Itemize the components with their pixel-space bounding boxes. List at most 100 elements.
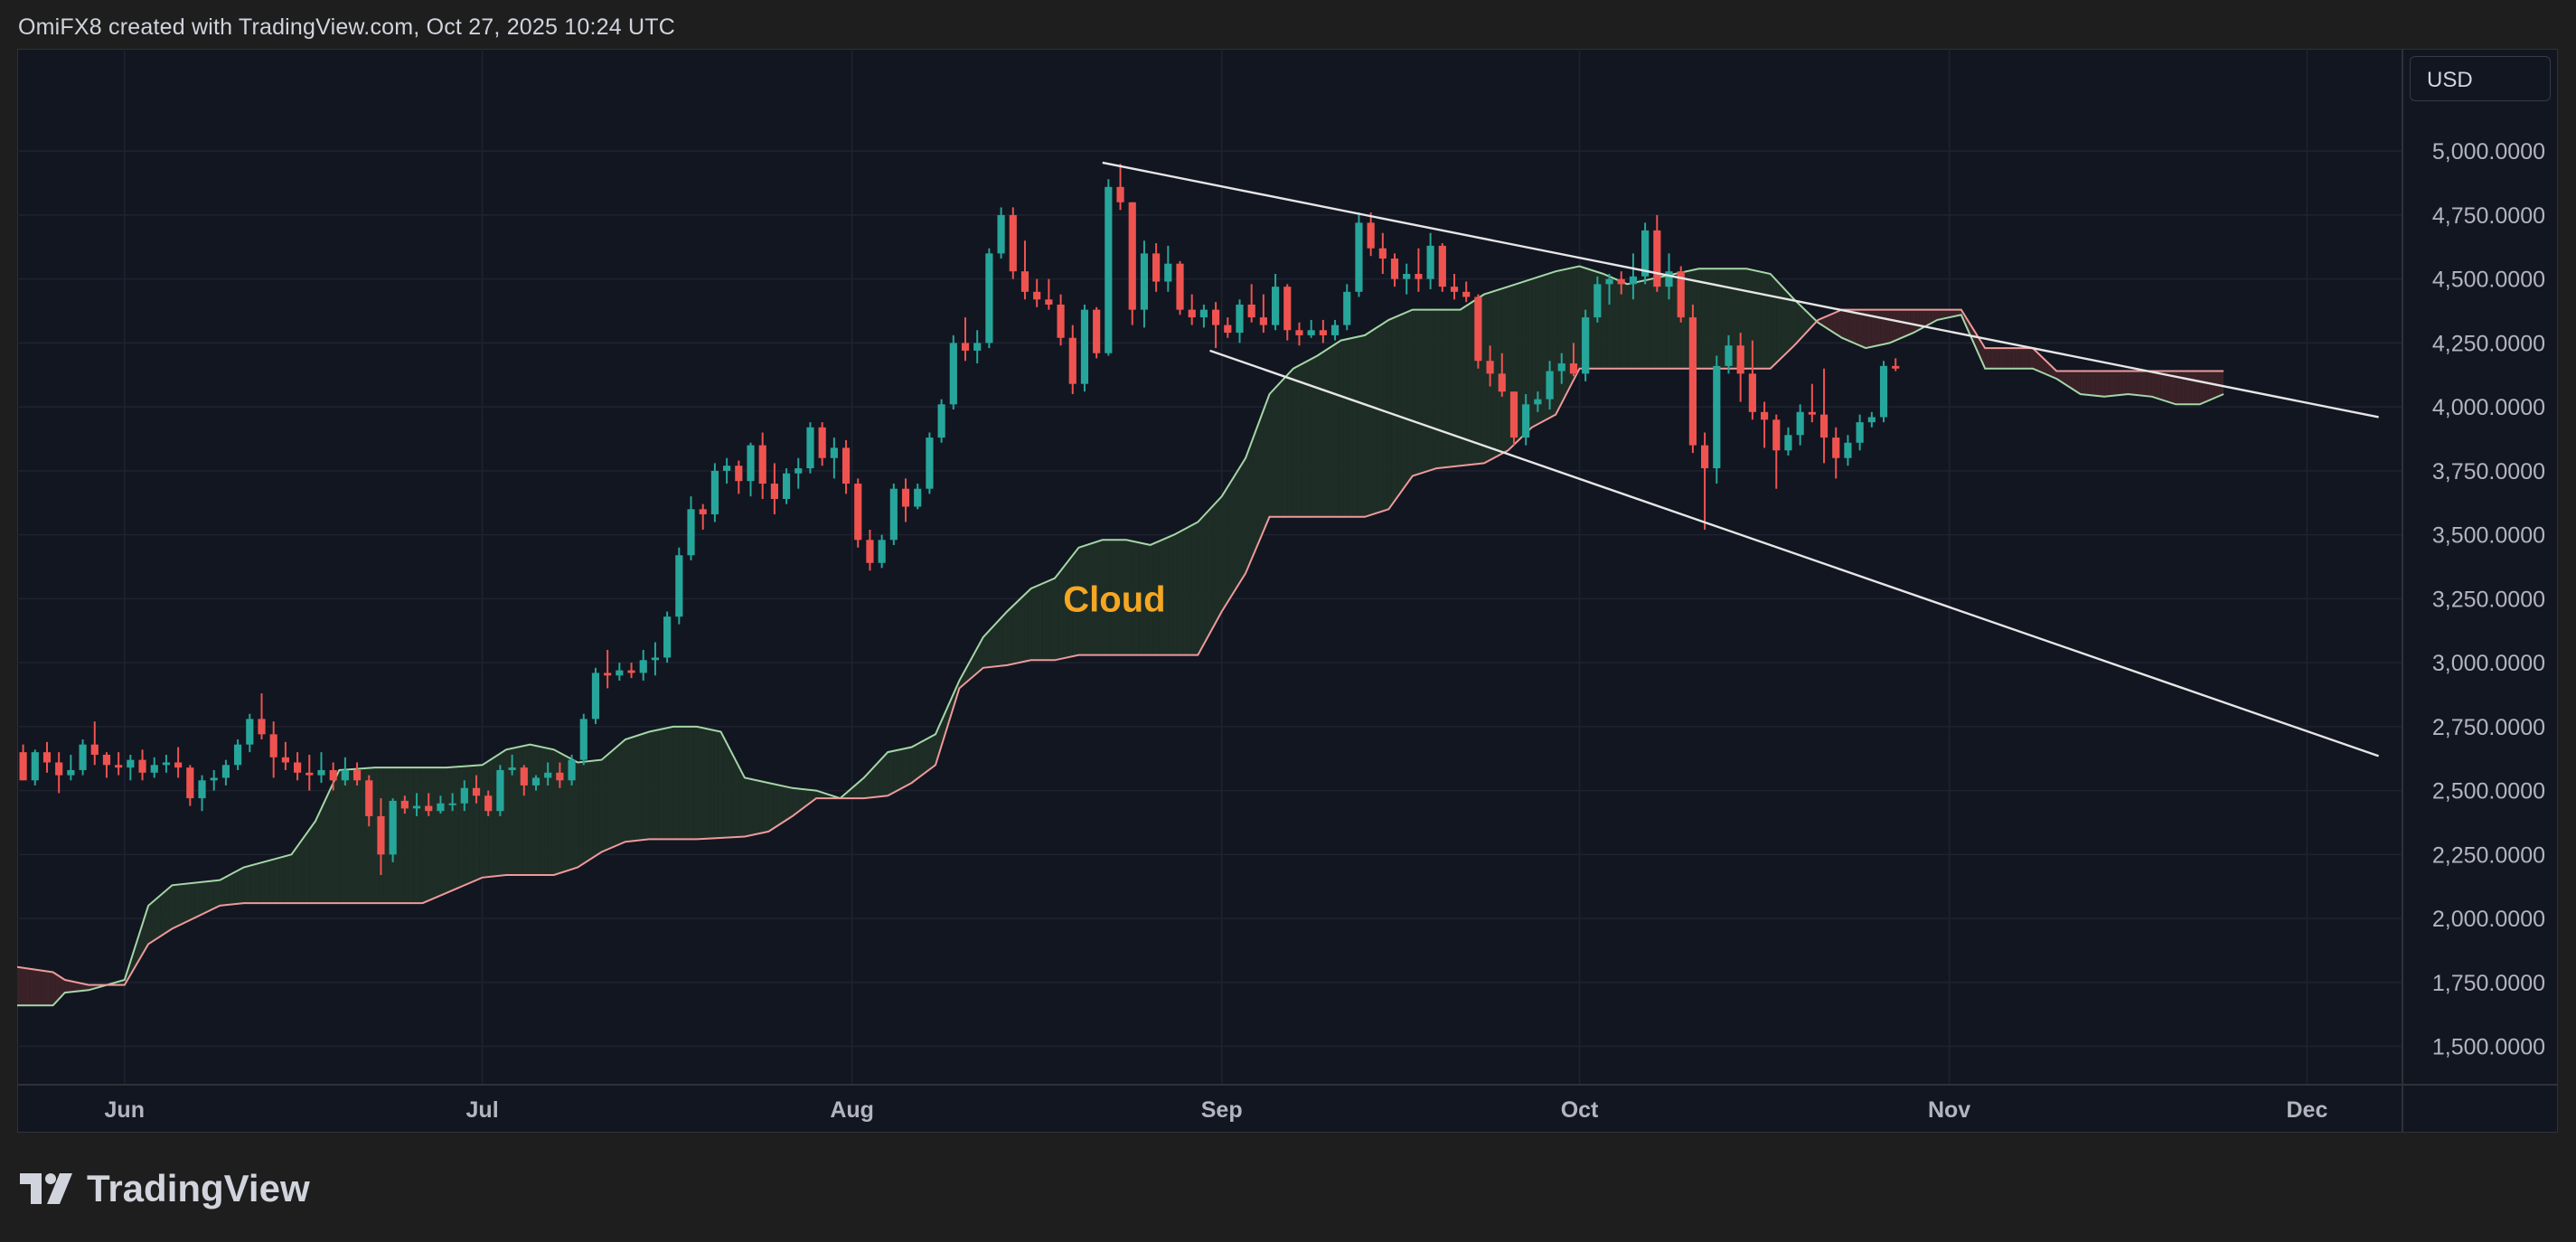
candle-body	[1605, 278, 1613, 285]
cloud-segment	[178, 884, 182, 927]
cloud-segment	[1263, 401, 1267, 532]
cloud-segment	[1776, 280, 1780, 363]
cloud-segment	[357, 768, 361, 904]
cloud-segment	[1236, 467, 1240, 588]
candle-body	[1784, 435, 1792, 451]
cloud-segment	[1111, 540, 1114, 655]
cloud-segment	[25, 968, 30, 1006]
cloud-segment	[163, 889, 166, 935]
candle-body	[985, 253, 993, 343]
price-tick-label: 2,750.0000	[2432, 715, 2545, 740]
cloud-segment	[1051, 578, 1055, 661]
cloud-segment	[1836, 311, 1839, 336]
cloud-segment	[85, 983, 89, 991]
candle-body	[675, 555, 683, 617]
cloud-segment	[422, 767, 426, 904]
cloud-segment	[1421, 309, 1425, 474]
candle-body	[1641, 230, 1650, 277]
tradingview-brand[interactable]: TradingView	[20, 1167, 310, 1210]
cloud-segment	[1457, 309, 1461, 466]
cloud-segment	[1397, 315, 1401, 497]
cloud-segment	[1483, 293, 1488, 464]
cloud-segment	[342, 769, 345, 904]
cloud-segment	[1698, 268, 1702, 369]
cloud-segment	[2164, 371, 2167, 402]
cloud-segment	[735, 760, 739, 838]
cloud-segment	[264, 861, 268, 904]
cloud-segment	[532, 745, 536, 875]
price-tick-label: 3,250.0000	[2432, 587, 2545, 612]
currency-button[interactable]: USD	[2410, 56, 2551, 101]
cloud-segment	[1186, 526, 1189, 655]
cloud-segment	[2199, 371, 2203, 405]
cloud-segment	[1159, 540, 1162, 655]
candle-body	[31, 752, 39, 781]
cloud-segment	[634, 735, 638, 842]
candle-body	[520, 767, 528, 786]
cloud-segment	[860, 777, 864, 799]
cloud-segment	[2160, 371, 2165, 401]
cloud-segment	[2071, 371, 2075, 390]
cloud-segment	[2208, 371, 2212, 401]
cloud-segment	[2172, 371, 2176, 405]
cloud-segment	[133, 942, 136, 970]
cloud-segment	[1224, 486, 1228, 607]
cloud-segment	[613, 747, 617, 847]
candle-body	[639, 660, 647, 673]
cloud-segment	[654, 729, 659, 840]
candle-body	[1093, 309, 1101, 353]
candle-body	[341, 769, 349, 781]
cloud-segment	[1875, 309, 1878, 346]
cloud-segment	[362, 767, 366, 904]
cloud-segment	[339, 769, 343, 904]
price-tick-label: 3,000.0000	[2432, 651, 2545, 676]
cloud-segment	[762, 781, 766, 833]
candle-body	[1856, 422, 1864, 443]
candle-body	[246, 719, 254, 745]
cloud-segment	[291, 850, 295, 904]
cloud-segment	[1427, 309, 1431, 472]
cloud-segment	[1451, 309, 1454, 467]
candle-body	[1498, 373, 1506, 392]
cloud-segment	[1531, 278, 1536, 428]
cloud-segment	[449, 767, 453, 892]
month-tick-label: Oct	[1561, 1097, 1599, 1123]
cloud-segment	[1931, 309, 1935, 324]
candle-body	[127, 759, 135, 768]
cloud-segment	[174, 884, 179, 927]
cloud-segment	[1535, 277, 1538, 427]
cloud-segment	[1877, 309, 1881, 346]
cloud-segment	[906, 748, 909, 786]
cloud-segment	[1755, 270, 1759, 369]
cloud-segment	[1117, 540, 1121, 655]
cloud-segment	[962, 669, 966, 686]
cloud-segment	[458, 766, 462, 889]
cloud-segment	[213, 880, 218, 909]
cloud-segment	[43, 971, 47, 1006]
cloud-segment	[344, 769, 349, 904]
cloud-segment	[1266, 394, 1270, 524]
cloud-segment	[1108, 540, 1112, 655]
cloud-segment	[768, 783, 772, 832]
cloud-segment	[753, 779, 757, 835]
cloud-segment	[1719, 268, 1723, 369]
cloud-segment	[169, 885, 173, 931]
cloud-segment	[1884, 309, 1887, 344]
candle-body	[1247, 304, 1255, 318]
candle-body	[1068, 337, 1076, 384]
chart-pane[interactable]	[17, 49, 2558, 1133]
candle-body	[1808, 411, 1816, 415]
cloud-segment	[888, 751, 891, 796]
candle-body	[1057, 304, 1065, 338]
cloud-segment	[870, 767, 873, 798]
candle-body	[1295, 330, 1303, 335]
cloud-segment	[771, 783, 775, 830]
cloud-segment	[222, 877, 226, 906]
cloud-segment	[1892, 309, 1896, 342]
cloud-segment	[541, 747, 545, 875]
cloud-segment	[2107, 371, 2111, 397]
cloud-segment	[2020, 348, 2025, 369]
price-chart[interactable]: 1,500.0000 1,750.0000 2,000.0000 2,250.0000…	[17, 49, 2558, 1133]
cloud-segment	[2196, 371, 2200, 405]
cloud-segment	[2146, 371, 2149, 397]
